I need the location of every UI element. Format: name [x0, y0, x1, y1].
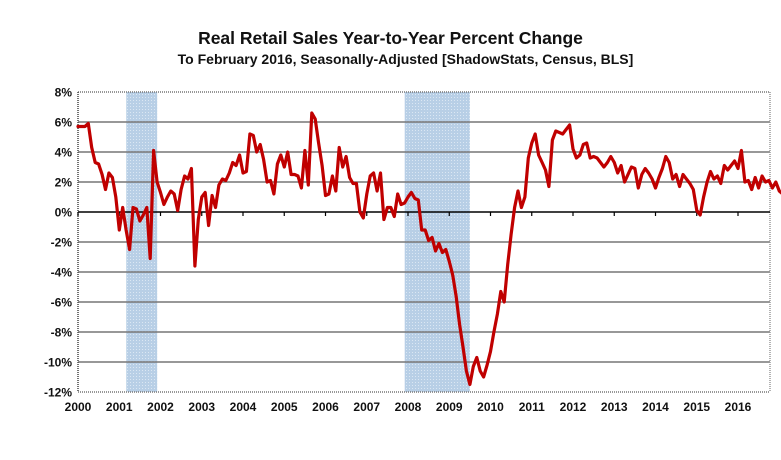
x-tick-label: 2000 [65, 400, 92, 414]
y-tick-label: -4% [51, 266, 73, 280]
y-tick-label: 0% [55, 206, 73, 220]
x-tick-label: 2016 [725, 400, 752, 414]
x-tick-label: 2008 [395, 400, 422, 414]
y-tick-labels: 8% 6% 4% 2% 0% -2% -4% -6% -8% -10% -12% [44, 86, 72, 400]
x-tick-label: 2002 [147, 400, 174, 414]
x-tick-label: 2015 [683, 400, 710, 414]
x-tick-label: 2001 [106, 400, 133, 414]
x-tick-label: 2010 [477, 400, 504, 414]
x-tick-label: 2004 [230, 400, 257, 414]
x-tick-label: 2003 [188, 400, 215, 414]
x-tick-label: 2005 [271, 400, 298, 414]
y-tick-label: -6% [51, 296, 73, 310]
x-tick-labels: 2000 2001 2002 2003 2004 2005 2006 2007 2008 2009… [65, 400, 752, 414]
x-tick-label: 2007 [353, 400, 380, 414]
y-tick-label: 8% [55, 86, 73, 100]
y-tick-label: -10% [44, 356, 72, 370]
chart-title: Real Retail Sales Year-to-Year Percent C… [198, 28, 583, 48]
y-tick-label: 6% [55, 116, 73, 130]
y-tick-label: 2% [55, 176, 73, 190]
y-tick-label: -2% [51, 236, 73, 250]
y-tick-label: 4% [55, 146, 73, 160]
x-tick-label: 2006 [312, 400, 339, 414]
series-line [76, 111, 781, 387]
x-tick-label: 2012 [560, 400, 587, 414]
y-tick-label: -12% [44, 386, 72, 400]
y-tick-label: -8% [51, 326, 73, 340]
series-lines [76, 111, 781, 387]
x-tick-label: 2009 [436, 400, 463, 414]
x-tick-label: 2013 [601, 400, 628, 414]
x-tick-label: 2014 [642, 400, 669, 414]
chart-subtitle: To February 2016, Seasonally-Adjusted [S… [177, 51, 634, 67]
x-tick-label: 2011 [519, 400, 545, 414]
